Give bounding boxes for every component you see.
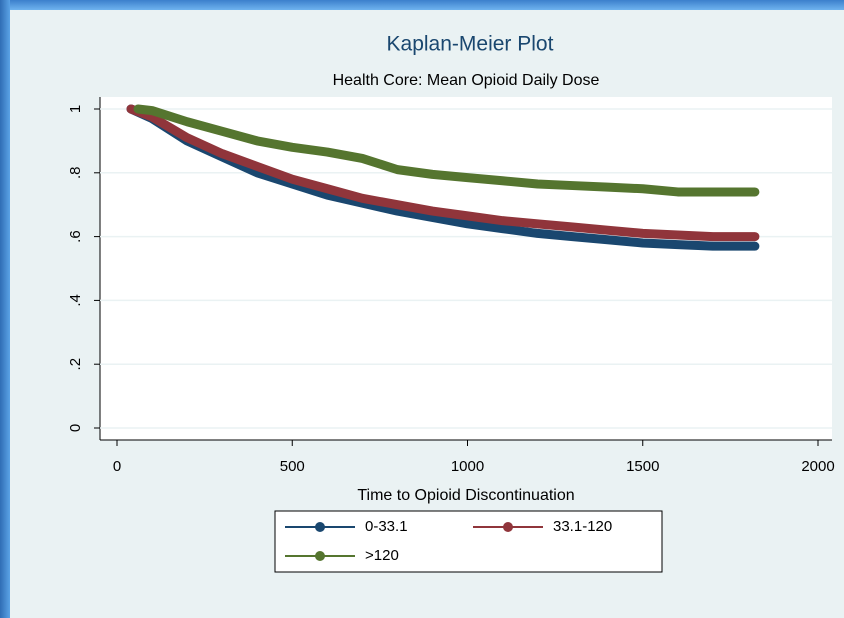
y-tick-label: 0 (67, 424, 84, 432)
km-curve (133, 104, 760, 197)
y-tick-label: 1 (67, 105, 84, 113)
y-tick-label: .4 (67, 294, 84, 307)
chart-subtitle: Health Core: Mean Opioid Daily Dose (333, 72, 600, 89)
legend-label: 0-33.1 (365, 518, 408, 535)
legend-label: 33.1-120 (553, 518, 612, 535)
left-border (0, 0, 10, 618)
legend (274, 510, 663, 573)
y-tick-label: .8 (67, 167, 84, 180)
x-tick-label: 2000 (801, 458, 834, 475)
x-axis-label: Time to Opioid Discontinuation (357, 487, 574, 504)
legend-marker (315, 522, 325, 532)
chart-title: Kaplan-Meier Plot (387, 33, 554, 56)
top-border (0, 0, 844, 10)
km-curve (126, 104, 760, 242)
x-tick-label: 1500 (626, 458, 659, 475)
legend-marker (503, 522, 513, 532)
x-tick-label: 0 (113, 458, 121, 475)
y-tick-label: .2 (67, 358, 84, 371)
x-tick-label: 500 (280, 458, 305, 475)
legend-marker (315, 551, 325, 561)
x-tick-label: 1000 (451, 458, 484, 475)
y-tick-label: .6 (67, 230, 84, 243)
legend-label: >120 (365, 547, 399, 564)
